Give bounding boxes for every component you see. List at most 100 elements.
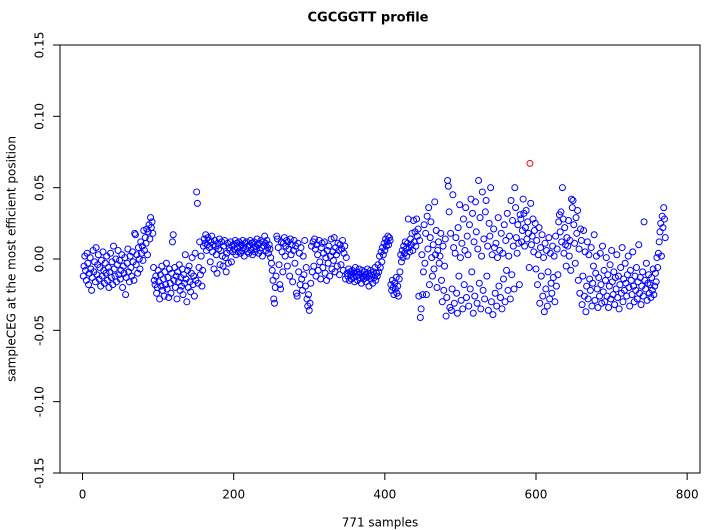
point — [540, 254, 548, 262]
point — [133, 251, 141, 259]
point — [554, 271, 562, 279]
point — [293, 292, 301, 300]
point — [146, 235, 154, 243]
point — [181, 251, 189, 259]
point — [134, 269, 142, 277]
point — [469, 309, 477, 317]
x-axis-label: 771 samples — [342, 516, 419, 530]
point — [544, 268, 552, 276]
point — [340, 249, 348, 257]
point — [200, 235, 208, 243]
point — [264, 249, 272, 257]
point — [126, 252, 134, 260]
point — [399, 254, 407, 262]
point — [597, 281, 605, 289]
point — [342, 254, 350, 262]
point — [582, 308, 590, 316]
point — [488, 251, 496, 259]
point — [190, 272, 198, 280]
point — [650, 291, 658, 299]
point — [639, 268, 647, 276]
point — [584, 295, 592, 303]
point — [372, 276, 380, 284]
point — [433, 284, 441, 292]
point — [132, 261, 140, 269]
point — [477, 305, 485, 313]
point — [639, 292, 647, 300]
point — [395, 275, 403, 283]
point — [533, 236, 541, 244]
point — [515, 281, 523, 289]
point — [431, 198, 439, 206]
point — [593, 285, 601, 293]
point — [473, 299, 481, 307]
point — [322, 254, 330, 262]
point — [110, 242, 118, 250]
point — [529, 215, 537, 223]
point — [106, 249, 114, 257]
point — [92, 244, 100, 252]
point — [170, 276, 178, 284]
point — [451, 249, 459, 257]
point — [586, 286, 594, 294]
point — [556, 228, 564, 236]
point — [637, 301, 645, 309]
point — [441, 235, 449, 243]
point — [316, 258, 324, 266]
point — [272, 272, 280, 280]
point — [651, 269, 659, 277]
point — [261, 232, 269, 240]
point — [227, 258, 235, 266]
point — [648, 286, 656, 294]
point — [572, 214, 580, 222]
point — [611, 301, 619, 309]
point — [336, 241, 344, 249]
point — [605, 304, 613, 312]
point — [516, 211, 524, 219]
point — [618, 244, 626, 252]
point — [84, 259, 92, 267]
point — [199, 266, 207, 274]
point — [436, 252, 444, 260]
point — [443, 294, 451, 302]
point — [150, 276, 158, 284]
point — [459, 305, 467, 313]
point — [167, 289, 175, 297]
point — [551, 298, 559, 306]
point — [375, 268, 383, 276]
x-tick-label: 400 — [373, 488, 396, 502]
point — [617, 264, 625, 272]
point — [590, 231, 598, 239]
point — [591, 296, 599, 304]
point — [311, 235, 319, 243]
point — [127, 264, 135, 272]
point — [162, 259, 170, 267]
point — [484, 306, 492, 314]
point — [619, 298, 627, 306]
point — [490, 225, 498, 233]
point — [444, 182, 452, 190]
point — [438, 276, 446, 284]
point — [583, 282, 591, 290]
point — [376, 252, 384, 260]
point — [483, 272, 491, 280]
point — [560, 249, 568, 257]
point — [474, 245, 482, 253]
point — [413, 215, 421, 223]
point — [546, 295, 554, 303]
point — [602, 276, 610, 284]
point — [509, 242, 517, 250]
point — [469, 209, 477, 217]
point — [525, 264, 533, 272]
point — [419, 291, 427, 299]
point — [552, 232, 560, 240]
point — [540, 308, 548, 316]
point — [279, 268, 287, 276]
point — [462, 294, 470, 302]
point — [502, 236, 510, 244]
point — [465, 221, 473, 229]
point — [475, 177, 483, 185]
point — [454, 224, 462, 232]
point — [657, 219, 665, 227]
